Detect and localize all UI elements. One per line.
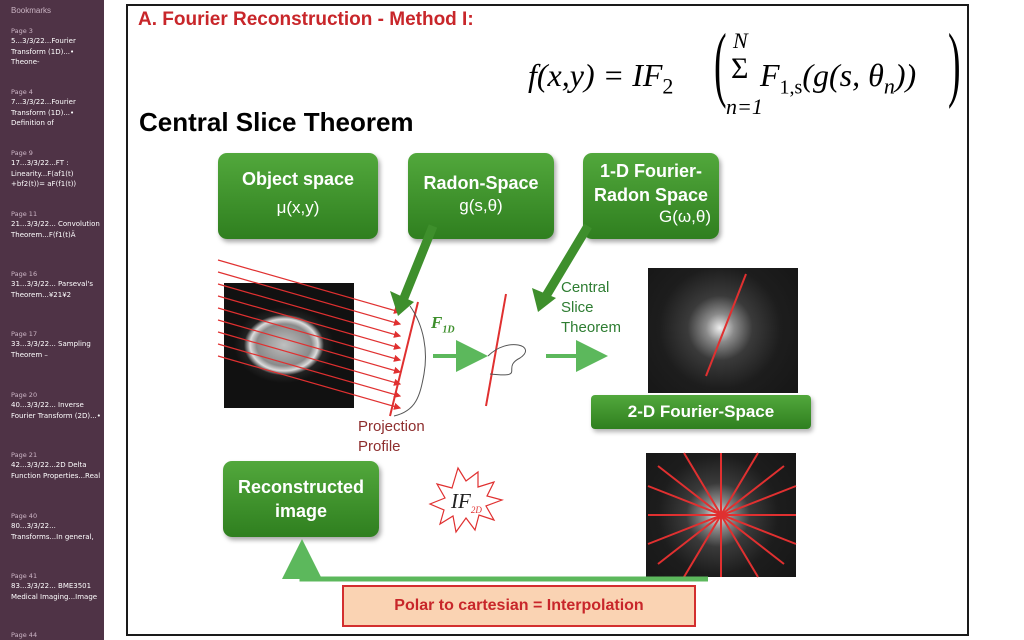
formula-sum-top: N — [733, 28, 748, 53]
fourier-slice-line — [705, 273, 747, 377]
bookmark-page: Page 21 — [11, 451, 38, 459]
formula-lhs: f(x,y) = IF — [528, 57, 663, 93]
bookmark-item[interactable]: Page 44 — [11, 631, 101, 640]
fourier-profile — [487, 344, 527, 376]
radon-arrow-shaft — [399, 224, 438, 300]
bookmark-text: 42...3/3/22...2D Delta Function Properti… — [11, 461, 101, 480]
object-space-symbol: μ(x,y) — [276, 198, 320, 217]
central-slice-label: Central Slice Theorem — [561, 278, 621, 338]
bookmark-text: 80...3/3/22... Transforms...In general, — [11, 522, 94, 541]
central-slice-heading: Central Slice Theorem — [139, 107, 414, 137]
radon-arrow-head — [390, 291, 414, 316]
projection-line-1: Projection — [358, 418, 425, 435]
bookmark-page: Page 11 — [11, 210, 38, 218]
bookmark-item[interactable]: Page 11 21...3/3/22... Convolution Theore… — [11, 210, 101, 240]
bookmark-item[interactable]: Page 41 83...3/3/22... BME3501 Medical Im… — [11, 572, 101, 602]
formula-sigma: Σ — [731, 52, 749, 85]
reconstruction-formula: f(x,y) = IF2 ( N Σ n=1 F1,s(g(s, θn)) ) — [528, 17, 961, 120]
bookmark-item[interactable]: Page 3 5...3/3/22...Fourier Transform (1D… — [11, 27, 101, 68]
bookmark-item[interactable]: Page 40 80...3/3/22... Transforms...In ge… — [11, 512, 101, 542]
bookmark-page: Page 44 — [11, 631, 38, 639]
detector-line — [389, 301, 419, 417]
slide-title: A. Fourier Reconstruction - Method I: — [138, 9, 474, 30]
projection-rays — [217, 259, 402, 410]
projection-line-2: Profile — [358, 438, 401, 455]
fourier-radon-box: 1-D Fourier- Radon Space G(ω,θ) — [583, 153, 719, 239]
bookmark-page: Page 40 — [11, 512, 38, 520]
bookmarks-sidebar: Bookmarks Page 3 5...3/3/22...Fourier Tra… — [0, 0, 104, 640]
formula-lhs-sub: 2 — [662, 73, 674, 99]
bookmarks-header: Bookmarks — [11, 6, 52, 15]
bookmark-page: Page 3 — [11, 27, 33, 35]
if-text: IF — [451, 489, 471, 513]
formula-inner-close: )) — [894, 57, 917, 93]
central-slice-line-3: Theorem — [561, 319, 622, 336]
bookmark-page: Page 9 — [11, 149, 33, 157]
bookmark-page: Page 16 — [11, 270, 38, 278]
bookmark-item[interactable]: Page 4 7...3/3/22...Fourier Transform (1D… — [11, 88, 101, 129]
fourier-radon-label-1: 1-D Fourier- — [599, 161, 702, 181]
formula-sum-bottom: n=1 — [726, 94, 763, 119]
bookmark-text: 7...3/3/22...Fourier Transform (1D)...• … — [11, 98, 76, 127]
radial-spokes — [647, 452, 797, 578]
bookmark-text: 33...3/3/22... Sampling Theorem – — [11, 340, 91, 359]
reconstructed-image-box: Reconstructed image — [223, 461, 379, 537]
bookmark-text: 83...3/3/22... BME3501 Medical Imaging..… — [11, 582, 98, 601]
bookmark-text: 5...3/3/22...Fourier Transform (1D)...• … — [11, 37, 76, 66]
bookmark-page: Page 17 — [11, 330, 38, 338]
reconstructed-label-1: Reconstructed — [237, 477, 365, 497]
bookmark-text: 31...3/3/22... Parseval's Theorem...¥21¥… — [11, 280, 93, 299]
projection-profile — [393, 305, 426, 417]
formula-F: F — [760, 57, 780, 93]
formula-F-sub: 1,s — [779, 76, 803, 99]
fourier-arrow-shaft — [542, 223, 592, 299]
starburst — [428, 466, 504, 534]
formula-inner: (g(s, θ — [802, 57, 884, 93]
radon-space-symbol: g(s,θ) — [459, 196, 503, 215]
bookmark-item[interactable]: Page 17 33...3/3/22... Sampling Theorem – — [11, 330, 101, 360]
interpolation-box: Polar to cartesian = Interpolation — [342, 585, 696, 627]
central-slice-line-1: Central — [561, 279, 610, 296]
f1d-sub: 1D — [442, 324, 455, 336]
bookmark-item[interactable]: Page 9 17...3/3/22...FT : Linearity...F(a… — [11, 149, 101, 190]
bookmark-text: 17...3/3/22...FT : Linearity...F(af1(t) … — [11, 159, 77, 188]
bookmark-text: 40...3/3/22... Inverse Fourier Transform… — [11, 401, 101, 420]
bookmark-item[interactable]: Page 21 42...3/3/22...2D Delta Function P… — [11, 451, 101, 481]
fourier-radon-symbol: G(ω,θ) — [659, 207, 711, 226]
bookmark-item[interactable]: Page 16 31...3/3/22... Parseval's Theorem… — [11, 270, 101, 300]
reconstructed-label-2: image — [274, 501, 328, 521]
if-sub: 2D — [470, 505, 482, 516]
radon-space-box: Radon-Space g(s,θ) — [408, 153, 554, 239]
slide: A. Fourier Reconstruction - Method I: f(… — [126, 4, 969, 636]
bookmark-item[interactable]: Page 20 40...3/3/22... Inverse Fourier Tr… — [11, 391, 101, 421]
object-space-label: Object space — [241, 169, 355, 189]
projection-profile-label: Projection Profile — [358, 417, 425, 457]
f1d-text: F — [431, 313, 443, 332]
f1d-label: F1D — [431, 313, 455, 335]
bookmark-page: Page 41 — [11, 572, 38, 580]
bookmark-page: Page 4 — [11, 88, 33, 96]
diagram-overlay — [217, 223, 797, 582]
radon-space-label: Radon-Space — [423, 173, 539, 193]
fourier-arrow-head — [532, 288, 556, 312]
object-space-box: Object space μ(x,y) — [218, 153, 378, 239]
interpolation-arrow — [282, 539, 708, 582]
bookmark-page: Page 20 — [11, 391, 38, 399]
two-d-fourier-space-label: 2-D Fourier-Space — [591, 395, 811, 429]
formula-theta-sub: n — [883, 73, 895, 99]
if2d-label: IF2D — [451, 489, 482, 515]
bookmark-text: 21...3/3/22... Convolution Theorem...F(f… — [11, 220, 100, 239]
central-slice-line-2: Slice — [561, 299, 594, 316]
fourier-radon-label-2: Radon Space — [593, 185, 709, 205]
